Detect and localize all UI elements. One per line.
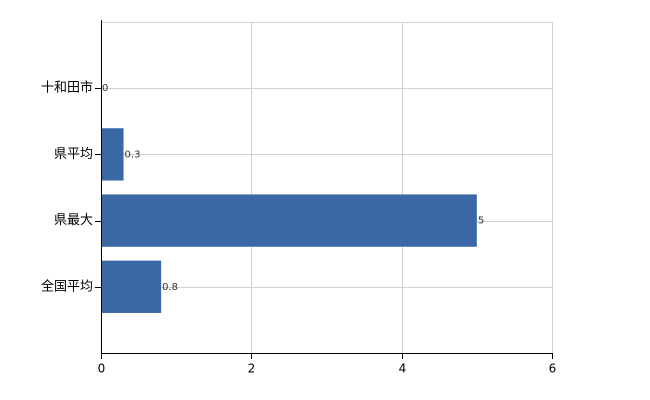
- value-label: 5: [478, 216, 484, 227]
- y-tick-label: 県最大: [54, 213, 93, 228]
- bar: [101, 128, 124, 181]
- y-tick-label: 十和田市: [41, 80, 93, 96]
- y-tick-label: 県平均: [54, 147, 93, 162]
- x-tick-label: 0: [98, 362, 106, 376]
- x-tick-label: 2: [248, 362, 256, 376]
- value-label: 0.3: [125, 149, 141, 160]
- x-tick-label: 6: [549, 362, 557, 376]
- bar: [101, 260, 162, 313]
- value-label: 0.8: [162, 282, 178, 293]
- bar: [101, 194, 477, 247]
- x-tick-label: 4: [399, 362, 407, 376]
- value-label: 0: [102, 83, 108, 94]
- y-tick-label: 全国平均: [41, 278, 93, 294]
